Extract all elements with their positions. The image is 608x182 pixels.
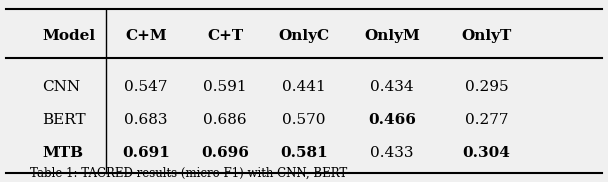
Text: 0.441: 0.441 — [282, 80, 326, 94]
Text: 0.277: 0.277 — [465, 113, 508, 127]
Text: OnlyC: OnlyC — [278, 29, 330, 43]
Text: C+T: C+T — [207, 29, 243, 43]
Text: 0.570: 0.570 — [282, 113, 326, 127]
Text: Table 1: TACRED results (micro F1) with CNN, BERT: Table 1: TACRED results (micro F1) with … — [30, 167, 348, 180]
Text: CNN: CNN — [43, 80, 81, 94]
Text: Model: Model — [43, 29, 95, 43]
Text: C+M: C+M — [125, 29, 167, 43]
Text: OnlyT: OnlyT — [461, 29, 511, 43]
Text: BERT: BERT — [43, 113, 86, 127]
Text: 0.466: 0.466 — [368, 113, 416, 127]
Text: 0.547: 0.547 — [124, 80, 168, 94]
Text: 0.581: 0.581 — [280, 146, 328, 160]
Text: 0.591: 0.591 — [203, 80, 247, 94]
Text: MTB: MTB — [43, 146, 84, 160]
Text: 0.433: 0.433 — [370, 146, 414, 160]
Text: 0.686: 0.686 — [203, 113, 247, 127]
Text: 0.304: 0.304 — [463, 146, 510, 160]
Text: 0.696: 0.696 — [201, 146, 249, 160]
Text: 0.434: 0.434 — [370, 80, 414, 94]
Text: OnlyM: OnlyM — [364, 29, 420, 43]
Text: 0.691: 0.691 — [122, 146, 170, 160]
Text: 0.683: 0.683 — [124, 113, 168, 127]
Text: 0.295: 0.295 — [465, 80, 508, 94]
